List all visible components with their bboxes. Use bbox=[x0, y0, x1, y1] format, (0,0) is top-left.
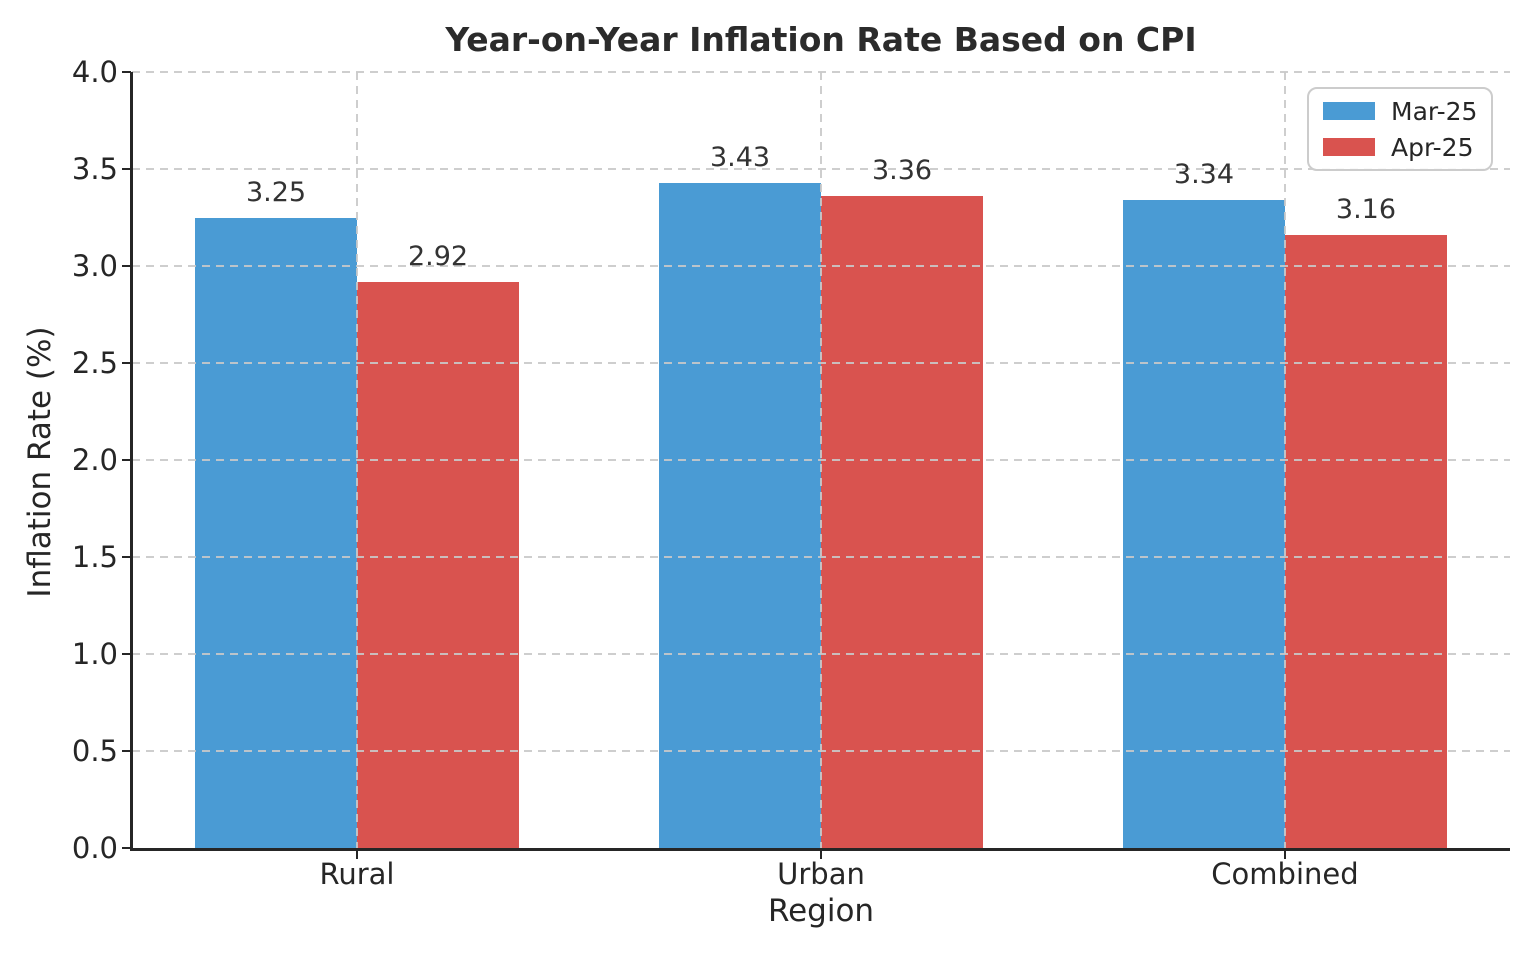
legend-item-mar-25: Mar-25 bbox=[1309, 98, 1491, 125]
y-axis-label: Inflation Rate (%) bbox=[22, 326, 58, 598]
bar-value-label: 3.36 bbox=[871, 155, 933, 187]
legend: Mar-25 Apr-25 bbox=[1307, 87, 1493, 171]
y-axis-spine bbox=[130, 72, 133, 851]
x-axis-spine bbox=[130, 848, 1510, 851]
grid-line-vertical bbox=[356, 72, 359, 848]
x-tick-mark bbox=[819, 850, 823, 859]
y-tick-label: 0.5 bbox=[71, 734, 118, 768]
y-tick-mark bbox=[122, 846, 131, 850]
y-tick-mark bbox=[122, 458, 131, 462]
legend-label: Mar-25 bbox=[1391, 96, 1478, 126]
y-tick-mark bbox=[122, 264, 131, 268]
x-tick-label-urban: Urban bbox=[777, 857, 865, 891]
y-tick-mark bbox=[122, 70, 131, 74]
y-tick-mark bbox=[122, 361, 131, 365]
bar-apr-25-rural bbox=[357, 281, 520, 848]
y-tick-label: 2.5 bbox=[71, 346, 118, 380]
x-axis-label: Region bbox=[767, 893, 875, 929]
y-tick-label: 3.5 bbox=[71, 152, 118, 186]
y-tick-mark bbox=[122, 555, 131, 559]
x-tick-mark bbox=[1283, 850, 1287, 859]
legend-swatch-mar-25 bbox=[1323, 102, 1375, 120]
bar-mar-25-combined bbox=[1122, 200, 1285, 848]
grid-line-vertical bbox=[820, 72, 822, 848]
bar-value-label: 3.34 bbox=[1173, 159, 1235, 191]
bar-value-label: 3.43 bbox=[709, 141, 771, 173]
legend-item-apr-25: Apr-25 bbox=[1309, 134, 1491, 161]
y-tick-mark bbox=[122, 167, 131, 171]
x-tick-label-rural: Rural bbox=[319, 857, 395, 891]
y-tick-mark bbox=[122, 652, 131, 656]
bar-apr-25-urban bbox=[821, 196, 983, 848]
y-tick-label: 1.0 bbox=[71, 637, 118, 671]
grid-line-vertical bbox=[1283, 72, 1286, 848]
bar-value-label: 3.16 bbox=[1335, 193, 1397, 225]
y-tick-mark bbox=[122, 749, 131, 753]
bar-apr-25-combined bbox=[1284, 234, 1447, 848]
bar-value-label: 2.92 bbox=[407, 240, 469, 272]
legend-swatch-apr-25 bbox=[1323, 138, 1375, 156]
chart-title: Year-on-Year Inflation Rate Based on CPI bbox=[445, 20, 1197, 59]
bar-value-label: 3.25 bbox=[245, 176, 307, 208]
bar-mar-25-rural bbox=[195, 217, 358, 848]
y-tick-label: 4.0 bbox=[71, 55, 118, 89]
x-tick-label-combined: Combined bbox=[1211, 857, 1359, 891]
y-tick-label: 1.5 bbox=[71, 540, 118, 574]
legend-label: Apr-25 bbox=[1391, 132, 1474, 162]
y-tick-label: 0.0 bbox=[71, 831, 118, 865]
x-tick-mark bbox=[355, 850, 359, 859]
y-tick-label: 2.0 bbox=[71, 443, 118, 477]
y-tick-label: 3.0 bbox=[71, 249, 118, 283]
bar-mar-25-urban bbox=[659, 182, 821, 848]
